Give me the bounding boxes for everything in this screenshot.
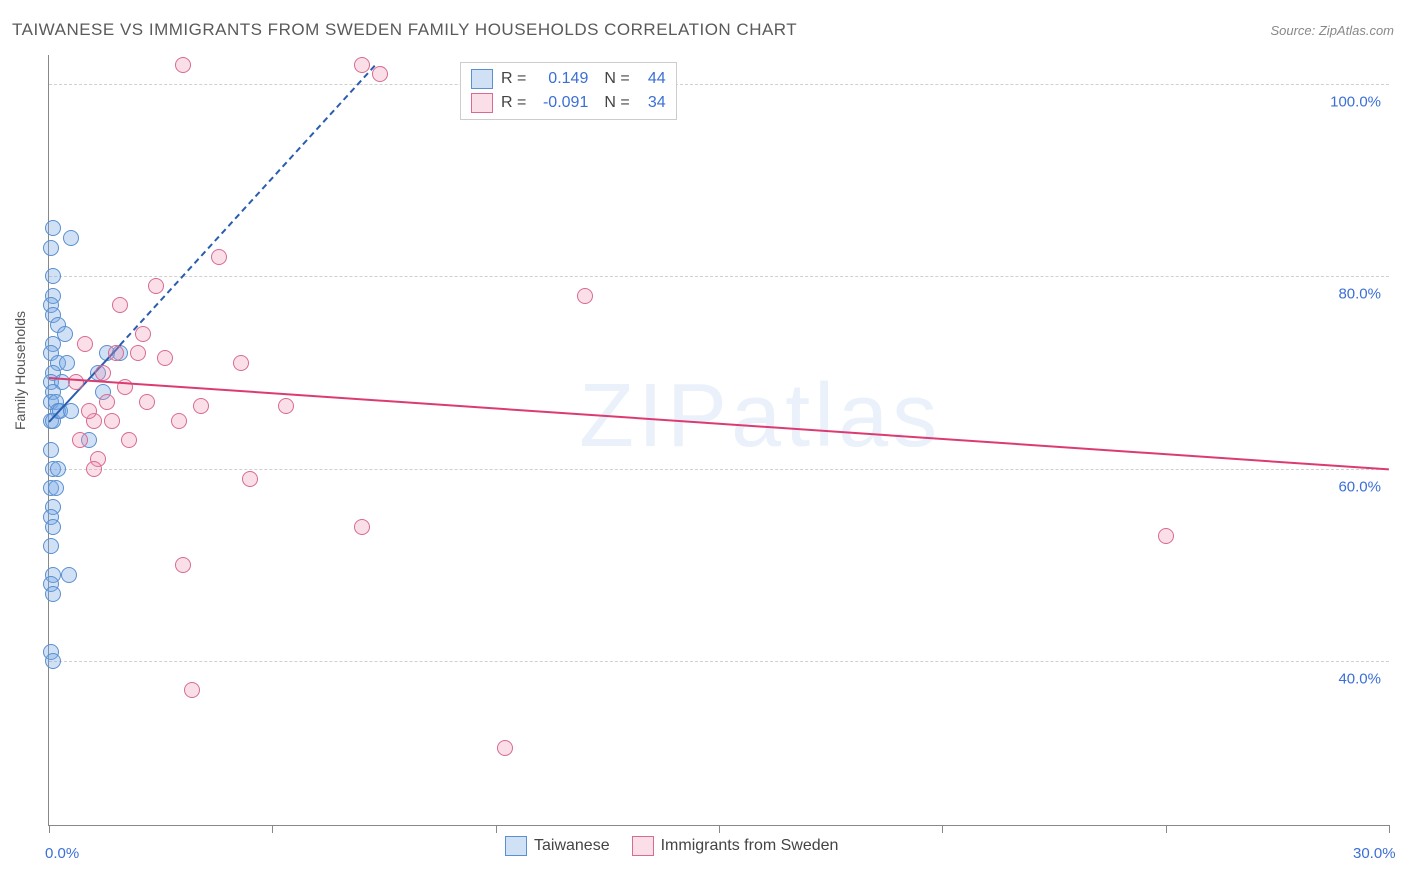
gridline: [49, 84, 1389, 85]
y-tick-label: 60.0%: [1338, 478, 1381, 495]
data-point: [139, 394, 155, 410]
legend-swatch: [471, 69, 493, 89]
data-point: [175, 557, 191, 573]
stats-row: R = -0.091 N = 34: [471, 91, 666, 115]
data-point: [99, 394, 115, 410]
gridline: [49, 661, 1389, 662]
x-tick: [942, 825, 943, 833]
data-point: [63, 230, 79, 246]
chart-title: TAIWANESE VS IMMIGRANTS FROM SWEDEN FAMI…: [12, 20, 797, 40]
legend-swatch: [471, 93, 493, 113]
legend-swatch: [632, 836, 654, 856]
x-tick: [272, 825, 273, 833]
data-point: [48, 480, 64, 496]
data-point: [45, 586, 61, 602]
data-point: [43, 240, 59, 256]
r-value: 0.149: [534, 70, 588, 88]
x-tick: [49, 825, 50, 833]
x-tick: [496, 825, 497, 833]
x-tick: [1166, 825, 1167, 833]
data-point: [77, 336, 93, 352]
legend-item: Taiwanese: [505, 836, 610, 856]
x-tick-label: 30.0%: [1353, 845, 1396, 862]
data-point: [497, 740, 513, 756]
y-tick-label: 80.0%: [1338, 286, 1381, 303]
x-tick: [719, 825, 720, 833]
stat-label: N =: [604, 70, 629, 88]
trend-line-extrapolated: [120, 65, 376, 345]
data-point: [104, 413, 120, 429]
data-point: [108, 345, 124, 361]
x-tick-label: 0.0%: [45, 845, 79, 862]
data-point: [68, 374, 84, 390]
legend: Taiwanese Immigrants from Sweden: [505, 836, 838, 856]
data-point: [50, 461, 66, 477]
data-point: [354, 57, 370, 73]
trend-line: [49, 377, 1389, 470]
data-point: [95, 365, 111, 381]
data-point: [112, 297, 128, 313]
stat-label: R =: [501, 70, 526, 88]
legend-swatch: [505, 836, 527, 856]
data-point: [1158, 528, 1174, 544]
data-point: [175, 57, 191, 73]
data-point: [86, 461, 102, 477]
data-point: [171, 413, 187, 429]
data-point: [278, 398, 294, 414]
data-point: [59, 355, 75, 371]
data-point: [45, 519, 61, 535]
data-point: [193, 398, 209, 414]
data-point: [148, 278, 164, 294]
y-tick-label: 100.0%: [1330, 93, 1381, 110]
data-point: [372, 66, 388, 82]
data-point: [130, 345, 146, 361]
data-point: [157, 350, 173, 366]
data-point: [577, 288, 593, 304]
data-point: [45, 220, 61, 236]
data-point: [63, 403, 79, 419]
data-point: [45, 653, 61, 669]
data-point: [45, 268, 61, 284]
data-point: [43, 442, 59, 458]
stat-label: R =: [501, 94, 526, 112]
legend-label: Taiwanese: [534, 837, 610, 855]
data-point: [121, 432, 137, 448]
chart-header: TAIWANESE VS IMMIGRANTS FROM SWEDEN FAMI…: [12, 20, 1394, 40]
data-point: [242, 471, 258, 487]
legend-label: Immigrants from Sweden: [661, 837, 839, 855]
data-point: [184, 682, 200, 698]
n-value: 34: [638, 94, 666, 112]
data-point: [354, 519, 370, 535]
correlation-stats-box: R = 0.149 N = 44 R = -0.091 N = 34: [460, 62, 677, 120]
r-value: -0.091: [534, 94, 588, 112]
source-attribution: Source: ZipAtlas.com: [1270, 23, 1394, 38]
data-point: [61, 567, 77, 583]
stats-row: R = 0.149 N = 44: [471, 67, 666, 91]
gridline: [49, 276, 1389, 277]
data-point: [233, 355, 249, 371]
data-point: [211, 249, 227, 265]
x-tick: [1389, 825, 1390, 833]
data-point: [81, 403, 97, 419]
stat-label: N =: [604, 94, 629, 112]
data-point: [72, 432, 88, 448]
data-point: [135, 326, 151, 342]
y-axis-label: Family Households: [12, 311, 28, 430]
legend-item: Immigrants from Sweden: [632, 836, 839, 856]
n-value: 44: [638, 70, 666, 88]
y-tick-label: 40.0%: [1338, 671, 1381, 688]
scatter-chart: ZIPatlas 40.0%60.0%80.0%100.0%0.0%30.0%: [48, 55, 1389, 826]
data-point: [43, 538, 59, 554]
